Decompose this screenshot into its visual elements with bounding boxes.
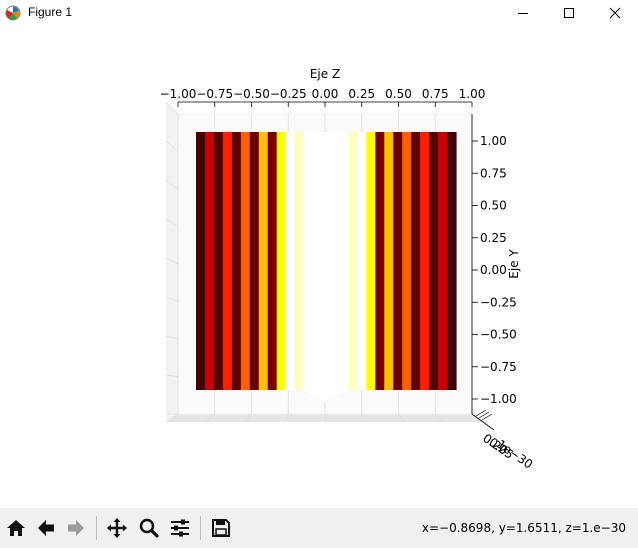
matplotlib-icon <box>5 5 21 21</box>
heatmap-stripe <box>312 132 323 390</box>
heatmap-stripe <box>348 132 358 390</box>
heatmap-stripe <box>204 132 215 390</box>
heatmap-stripe <box>384 132 394 390</box>
cursor-coordinates: x=−0.8698, y=1.6511, z=1.e−30 <box>421 521 626 535</box>
y-axis-label: Eje Y <box>507 249 521 279</box>
heatmap-stripe <box>393 132 403 390</box>
x-tick-label: −0.50 <box>233 87 270 101</box>
z-axis: 0.20 0.25 1e−30 <box>471 409 535 472</box>
y-tick-label: −0.25 <box>480 295 517 309</box>
arrow-right-icon <box>68 520 84 536</box>
heatmap-stripe <box>196 132 206 390</box>
heatmap-stripe <box>375 132 385 390</box>
chart-title: Eje Z <box>310 67 340 81</box>
maximize-button[interactable] <box>546 0 592 26</box>
floppy-icon <box>212 519 230 537</box>
y-ticks: 1.00 0.75 0.50 0.25 0.00 −0.25 −0.50 −0.75 −1.00 <box>472 134 517 406</box>
y-tick-label: −0.75 <box>480 360 517 374</box>
back-button[interactable] <box>32 514 60 542</box>
heatmap-stripe <box>420 132 430 390</box>
heatmap-stripe <box>267 132 278 390</box>
y-tick-label: 0.00 <box>480 263 507 277</box>
home-icon <box>7 520 25 536</box>
save-button[interactable] <box>207 514 235 542</box>
heatmap-stripe <box>402 132 412 390</box>
y-tick-label: 1.00 <box>480 134 507 148</box>
home-button[interactable] <box>2 514 30 542</box>
x-tick-label: 0.50 <box>385 87 412 101</box>
x-tick-label: −0.75 <box>196 87 233 101</box>
sliders-icon <box>171 519 189 537</box>
heatmap-stripe <box>222 132 233 390</box>
heatmap-stripe <box>285 132 296 390</box>
heatmap-stripe <box>240 132 251 390</box>
title-bar: Figure 1 <box>0 0 638 26</box>
pan-button[interactable] <box>103 514 131 542</box>
y-tick-label: −1.00 <box>480 392 517 406</box>
heatmap-stripe <box>366 132 376 390</box>
x-tick-label: 1.00 <box>459 87 486 101</box>
heatmap-stripe <box>339 132 350 390</box>
heatmap-stripe <box>438 132 448 390</box>
x-tick-label: −1.00 <box>160 87 197 101</box>
heatmap-stripe <box>411 132 421 390</box>
x-tick-label: 0.25 <box>348 87 375 101</box>
x-tick-label: 0.75 <box>422 87 449 101</box>
y-tick-label: 0.75 <box>480 166 507 180</box>
heatmap-stripe <box>447 132 457 390</box>
heatmap-stripe <box>276 132 287 390</box>
navigation-toolbar: x=−0.8698, y=1.6511, z=1.e−30 <box>0 508 638 548</box>
heatmap-stripe <box>321 132 332 390</box>
close-icon <box>609 7 621 19</box>
x-ticks: −1.00 −0.75 −0.50 −0.25 0.00 0.25 0.50 0.75 1.00 <box>160 87 486 107</box>
close-button[interactable] <box>592 0 638 26</box>
window-title: Figure 1 <box>28 5 73 19</box>
arrow-left-icon <box>38 520 54 536</box>
heatmap-stripe <box>231 132 242 390</box>
heatmap-stripe <box>213 132 224 390</box>
zoom-button[interactable] <box>135 514 163 542</box>
figure-canvas[interactable]: −1.00 −0.75 −0.50 −0.25 0.00 0.25 0.50 0.75 1.00… <box>0 26 638 508</box>
heatmap-stripe <box>294 132 305 390</box>
maximize-icon <box>564 8 574 18</box>
heatmap-stripe <box>249 132 260 390</box>
minimize-icon <box>518 13 528 14</box>
x-tick-label: 0.00 <box>312 87 339 101</box>
heatmap-surface <box>196 132 457 402</box>
x-tick-label: −0.25 <box>270 87 307 101</box>
forward-button[interactable] <box>62 514 90 542</box>
minimize-button[interactable] <box>500 0 546 26</box>
plot-3d-axes: −1.00 −0.75 −0.50 −0.25 0.00 0.25 0.50 0.75 1.00… <box>160 67 536 472</box>
heatmap-stripe <box>258 132 269 390</box>
y-tick-label: 0.25 <box>480 231 507 245</box>
heatmap-stripe <box>330 132 341 390</box>
toolbar-separator <box>200 516 201 540</box>
magnifier-icon <box>139 518 159 538</box>
heatmap-stripe <box>357 132 367 390</box>
y-tick-label: 0.50 <box>480 199 507 213</box>
heatmap-stripe <box>303 132 314 390</box>
surface-notch <box>303 390 349 402</box>
move-icon <box>107 518 127 538</box>
configure-button[interactable] <box>166 514 194 542</box>
heatmap-stripe <box>429 132 439 390</box>
y-tick-label: −0.50 <box>480 328 517 342</box>
toolbar-separator <box>96 516 97 540</box>
